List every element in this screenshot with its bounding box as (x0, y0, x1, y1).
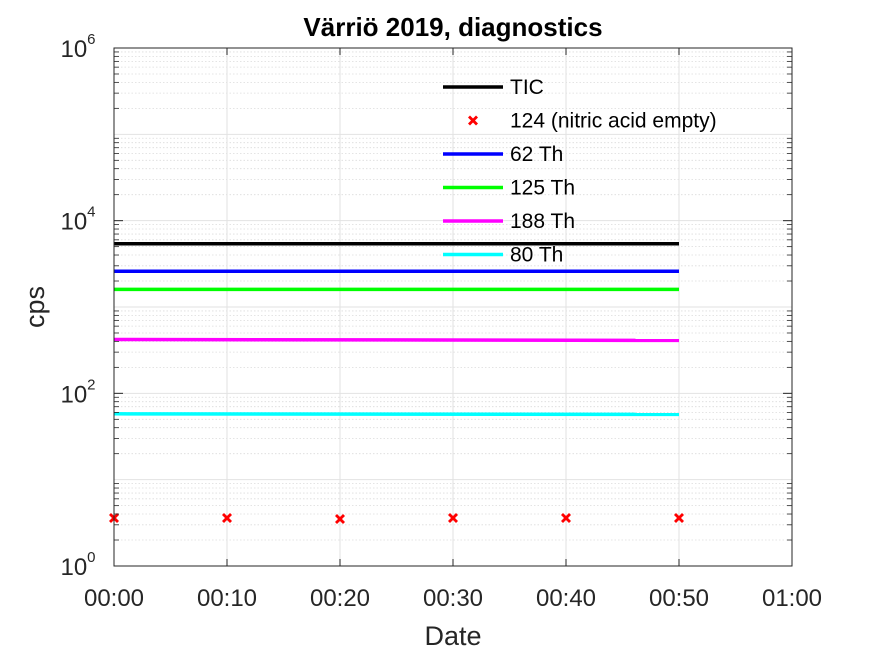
x-tick-label: 00:30 (423, 585, 483, 612)
legend-item: 62 Th (443, 143, 563, 166)
x-tick-label: 00:20 (310, 585, 370, 612)
y-tick-label: 106 (60, 31, 95, 63)
x-tick-label: 00:40 (536, 585, 596, 612)
legend-item: TIC (443, 76, 544, 99)
x-tick-label: 00:50 (649, 585, 709, 612)
legend-label: TIC (510, 76, 544, 99)
y-tick-label: 104 (60, 204, 95, 236)
series-layer (109, 242, 684, 525)
legend-item: 124 (nitric acid empty) (468, 110, 717, 133)
legend-label: 188 Th (510, 210, 575, 233)
series-marker (561, 512, 571, 523)
y-tick-labels: 100 102 104 106 (60, 31, 95, 581)
series-marker (335, 514, 345, 525)
legend-label: 62 Th (510, 143, 563, 166)
x-axis-label: Date (424, 621, 481, 651)
legend-swatch (468, 115, 478, 126)
series-marker (448, 512, 458, 523)
legend: TIC 124 (nitric acid empty) 62 Th 125 Th 188… (443, 76, 717, 267)
legend-item: 125 Th (443, 177, 575, 200)
x-tick-label: 01:00 (762, 585, 822, 612)
x-tick-labels: 00:00 00:10 00:20 00:30 00:40 00:50 01:00 (84, 585, 822, 612)
series-line-80-th (113, 412, 680, 417)
legend-item: 188 Th (443, 210, 575, 233)
x-tick-label: 00:10 (197, 585, 257, 612)
y-tick-label: 100 (60, 549, 95, 581)
y-tick-label: 102 (60, 376, 95, 408)
tick-marks (113, 47, 793, 567)
series-marker (222, 512, 232, 523)
legend-item: 80 Th (443, 244, 563, 267)
legend-label: 125 Th (510, 177, 575, 200)
x-tick-label: 00:00 (84, 585, 144, 612)
legend-label: 124 (nitric acid empty) (510, 110, 717, 133)
series-line-188-th (113, 337, 680, 343)
series-marker (674, 512, 684, 523)
legend-label: 80 Th (510, 244, 563, 267)
y-axis-label: cps (20, 286, 50, 328)
chart-title: Värriö 2019, diagnostics (303, 12, 602, 42)
